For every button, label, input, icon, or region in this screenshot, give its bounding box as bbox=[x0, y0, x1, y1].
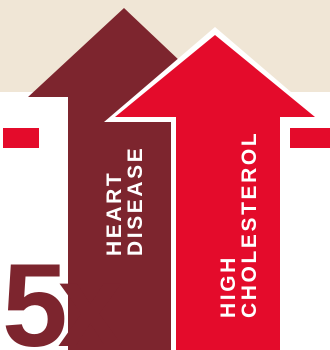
high-cholesterol-arrow bbox=[115, 35, 315, 350]
red-bar-left bbox=[3, 128, 39, 148]
high-cholesterol-label: HIGH CHOLESTEROL bbox=[217, 130, 261, 318]
heart-disease-line-2: DISEASE bbox=[124, 145, 147, 256]
high-cholesterol-line-2: CHOLESTEROL bbox=[238, 130, 261, 318]
multiplier-label: 5x bbox=[2, 240, 123, 350]
red-bar-right bbox=[290, 128, 330, 148]
high-cholesterol-line-1: HIGH bbox=[217, 255, 240, 318]
